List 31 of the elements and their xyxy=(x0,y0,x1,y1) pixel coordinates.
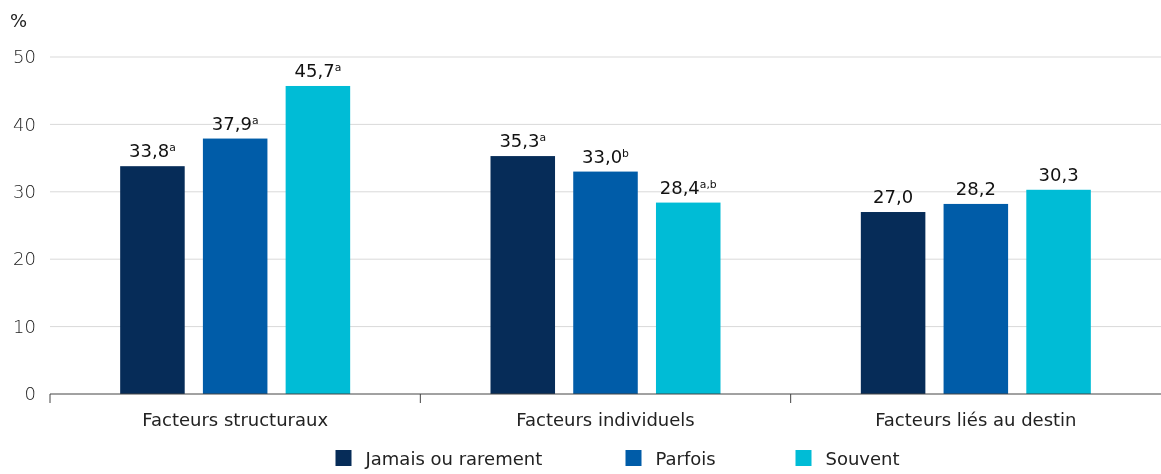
bar xyxy=(202,138,268,394)
bar xyxy=(655,202,721,394)
bar xyxy=(573,171,638,394)
bar xyxy=(120,166,185,394)
legend-label: Parfois xyxy=(655,448,716,469)
y-tick-label: 50 xyxy=(13,46,36,68)
x-tick-label: Facteurs liés au destin xyxy=(875,409,1077,430)
y-axis-title: % xyxy=(10,10,28,31)
data-label: 37,9$^{a}$ xyxy=(211,112,259,134)
data-label: 28,4$^{a,b}$ xyxy=(659,176,717,198)
data-label: 28,2 xyxy=(955,177,996,199)
legend-label: Jamais ou rarement xyxy=(364,448,543,469)
data-label: 27,0 xyxy=(873,186,914,208)
x-tick-label: Facteurs structuraux xyxy=(142,409,329,430)
data-label: 33,8$^{a}$ xyxy=(129,140,176,162)
bar xyxy=(943,203,1009,394)
y-tick-label: 20 xyxy=(13,248,36,270)
data-label: 35,3$^{a}$ xyxy=(499,130,547,152)
bar xyxy=(490,156,556,394)
bar xyxy=(860,212,926,394)
legend-label: Souvent xyxy=(825,448,900,469)
bar xyxy=(285,85,351,394)
data-label: 45,7$^{a}$ xyxy=(294,59,342,81)
data-label: 30,3 xyxy=(1038,163,1079,185)
y-tick-label: 10 xyxy=(13,315,36,337)
bar xyxy=(1026,189,1091,394)
y-tick-label: 30 xyxy=(13,181,36,203)
y-tick-label: 0 xyxy=(24,383,36,405)
data-label: 33,0$^{b}$ xyxy=(582,145,630,167)
x-tick-label: Facteurs individuels xyxy=(516,409,695,430)
y-tick-label: 40 xyxy=(13,113,36,135)
